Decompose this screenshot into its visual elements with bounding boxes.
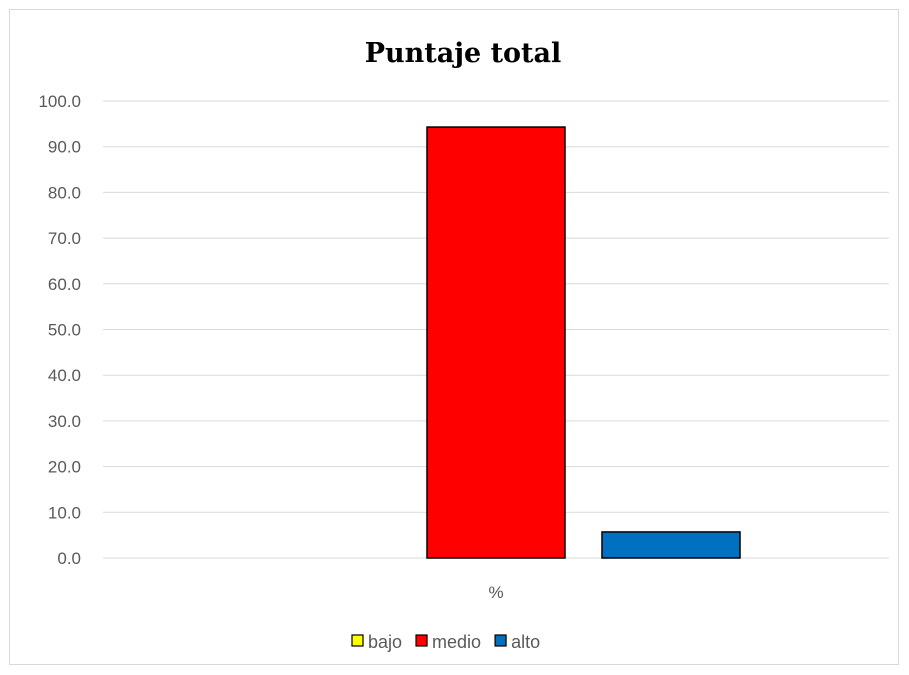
bar-medio [426, 126, 566, 559]
y-tick-label: 50.0 [48, 321, 81, 340]
legend: bajo medio alto [351, 632, 540, 652]
legend-label-bajo: bajo [368, 632, 402, 652]
bars [426, 126, 741, 559]
x-axis-categories: % [488, 583, 503, 602]
y-tick-label: 40.0 [48, 366, 81, 385]
legend-swatch-alto [494, 634, 507, 647]
bar-alto [601, 531, 741, 559]
y-tick-label: 70.0 [48, 229, 81, 248]
y-tick-label: 30.0 [48, 412, 81, 431]
y-tick-label: 0.0 [57, 549, 81, 568]
y-axis-ticks: 0.0 10.0 20.0 30.0 40.0 50.0 60.0 70.0 80.0 90.0 1… [38, 92, 81, 568]
y-tick-label: 90.0 [48, 138, 81, 157]
chart-title: Puntaje total [365, 38, 562, 69]
legend-swatch-medio [415, 634, 428, 647]
y-tick-label: 10.0 [48, 503, 81, 522]
legend-label-alto: alto [511, 632, 540, 652]
y-tick-label: 20.0 [48, 458, 81, 477]
legend-swatch-bajo [351, 634, 364, 647]
legend-label-medio: medio [432, 632, 481, 652]
y-tick-label: 80.0 [48, 183, 81, 202]
y-tick-label: 60.0 [48, 275, 81, 294]
x-category-label: % [488, 583, 503, 602]
y-tick-label: 100.0 [38, 92, 81, 111]
